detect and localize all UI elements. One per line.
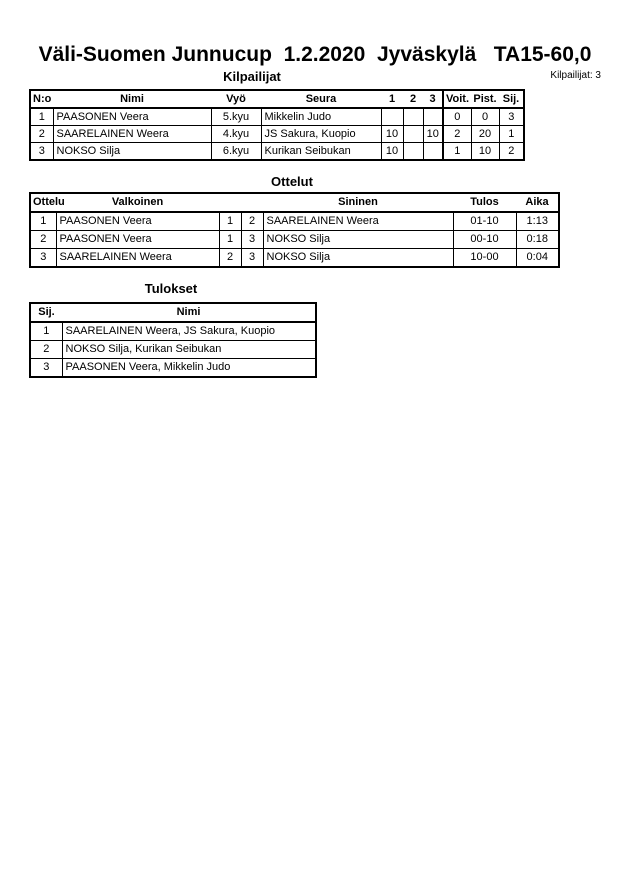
cell-competitor: PAASONEN Veera, Mikkelin Judo xyxy=(61,358,317,378)
table-row: 2 NOKSO Silja, Kurikan Seibukan xyxy=(29,340,317,359)
col-header-sij: Sij. xyxy=(499,90,524,109)
header-row: Sij. Nimi xyxy=(30,303,316,323)
cell-pist: 0 xyxy=(470,107,500,126)
cell-place: 3 xyxy=(29,358,63,378)
cell-nimi: SAARELAINEN Weera xyxy=(52,125,212,143)
cell-white-no: 2 xyxy=(218,248,242,268)
table-row: 2 SAARELAINEN Weera 4.kyu JS Sakura, Kuo… xyxy=(29,125,525,143)
cell-score-1: 10 xyxy=(380,125,404,143)
cell-sij: 1 xyxy=(498,125,525,143)
col-header-1: 1 xyxy=(381,90,403,109)
cell-voit: 2 xyxy=(442,125,472,143)
cell-score-1 xyxy=(380,107,404,126)
cell-score-3 xyxy=(422,107,444,126)
cell-sij: 3 xyxy=(498,107,525,126)
cell-score-1: 10 xyxy=(380,142,404,161)
col-header-tulos: Tulos xyxy=(453,193,516,213)
cell-time: 1:13 xyxy=(515,211,560,231)
cell-voit: 0 xyxy=(442,107,472,126)
table-row: 3 PAASONEN Veera, Mikkelin Judo xyxy=(29,358,317,378)
cell-nimi: PAASONEN Veera xyxy=(52,107,212,126)
table-row: 1 PAASONEN Veera 1 2 SAARELAINEN Weera 0… xyxy=(29,211,560,231)
section-title-ottelut: Ottelut xyxy=(271,174,313,189)
cell-blue-name: NOKSO Silja xyxy=(262,248,454,268)
cell-place: 2 xyxy=(29,340,63,359)
cell-blue-no: 3 xyxy=(240,248,264,268)
header-row: N:o Nimi Vyö Seura 1 2 3 Voit. Pist. Sij… xyxy=(30,90,524,109)
cell-result: 10-00 xyxy=(452,248,517,268)
col-header-sininen: Sininen xyxy=(263,193,453,213)
competitors-table: N:o Nimi Vyö Seura 1 2 3 Voit. Pist. Sij… xyxy=(29,89,525,161)
cell-score-3: 10 xyxy=(422,125,444,143)
cell-result: 00-10 xyxy=(452,230,517,249)
table-row: 1 PAASONEN Veera 5.kyu Mikkelin Judo 0 0… xyxy=(29,107,525,126)
cell-competitor: NOKSO Silja, Kurikan Seibukan xyxy=(61,340,317,359)
cell-time: 0:18 xyxy=(515,230,560,249)
col-header-voit: Voit. xyxy=(442,90,471,109)
cell-no: 1 xyxy=(29,107,54,126)
cell-pist: 20 xyxy=(470,125,500,143)
cell-white-name: SAARELAINEN Weera xyxy=(55,248,220,268)
cell-blue-name: NOKSO Silja xyxy=(262,230,454,249)
cell-pist: 10 xyxy=(470,142,500,161)
results-table: Sij. Nimi 1 SAARELAINEN Weera, JS Sakura… xyxy=(29,302,317,378)
page-title: Väli-Suomen Junnucup 1.2.2020 Jyväskylä … xyxy=(38,43,592,66)
col-header-nimi: Nimi xyxy=(62,303,316,323)
cell-no: 2 xyxy=(29,125,54,143)
table-row: 2 PAASONEN Veera 1 3 NOKSO Silja 00-10 0… xyxy=(29,230,560,249)
col-header-seura: Seura xyxy=(261,90,381,109)
competitors-count: Kilpailijat: 3 xyxy=(550,70,601,81)
cell-blue-no: 3 xyxy=(240,230,264,249)
col-header-no: N:o xyxy=(30,90,53,109)
col-header-nimi: Nimi xyxy=(53,90,211,109)
cell-white-name: PAASONEN Veera xyxy=(55,211,220,231)
cell-seura: Kurikan Seibukan xyxy=(260,142,382,161)
cell-match-no: 2 xyxy=(29,230,57,249)
cell-time: 0:04 xyxy=(515,248,560,268)
cell-score-2 xyxy=(402,107,424,126)
cell-white-no: 1 xyxy=(218,211,242,231)
col-header-pist: Pist. xyxy=(471,90,499,109)
cell-seura: JS Sakura, Kuopio xyxy=(260,125,382,143)
cell-competitor: SAARELAINEN Weera, JS Sakura, Kuopio xyxy=(61,321,317,341)
col-header-valkoinen: Valkoinen xyxy=(56,193,219,213)
col-header-blue-no xyxy=(241,193,263,213)
col-header-vyo: Vyö xyxy=(211,90,261,109)
col-header-ottelu: Ottelu xyxy=(30,193,65,213)
cell-white-no: 1 xyxy=(218,230,242,249)
section-title-kilpailijat: Kilpailijat xyxy=(223,69,281,84)
matches-table: Ottelu Valkoinen Sininen Tulos Aika 1 PA… xyxy=(29,192,560,268)
cell-result: 01-10 xyxy=(452,211,517,231)
col-header-sij: Sij. xyxy=(30,303,62,323)
cell-voit: 1 xyxy=(442,142,472,161)
cell-white-name: PAASONEN Veera xyxy=(55,230,220,249)
cell-score-3 xyxy=(422,142,444,161)
col-header-aika: Aika xyxy=(516,193,559,213)
table-row: 3 NOKSO Silja 6.kyu Kurikan Seibukan 10 … xyxy=(29,142,525,161)
cell-blue-name: SAARELAINEN Weera xyxy=(262,211,454,231)
cell-no: 3 xyxy=(29,142,54,161)
cell-nimi: NOKSO Silja xyxy=(52,142,212,161)
cell-blue-no: 2 xyxy=(240,211,264,231)
cell-vyo: 6.kyu xyxy=(210,142,262,161)
col-header-white-no xyxy=(219,193,241,213)
cell-place: 1 xyxy=(29,321,63,341)
cell-match-no: 3 xyxy=(29,248,57,268)
col-header-2: 2 xyxy=(403,90,423,109)
cell-match-no: 1 xyxy=(29,211,57,231)
table-row: 1 SAARELAINEN Weera, JS Sakura, Kuopio xyxy=(29,321,317,341)
cell-seura: Mikkelin Judo xyxy=(260,107,382,126)
cell-sij: 2 xyxy=(498,142,525,161)
section-title-tulokset: Tulokset xyxy=(144,281,198,296)
cell-score-2 xyxy=(402,125,424,143)
header-row: Ottelu Valkoinen Sininen Tulos Aika xyxy=(30,193,559,213)
table-row: 3 SAARELAINEN Weera 2 3 NOKSO Silja 10-0… xyxy=(29,248,560,268)
cell-score-2 xyxy=(402,142,424,161)
cell-vyo: 5.kyu xyxy=(210,107,262,126)
col-header-3: 3 xyxy=(423,90,443,109)
cell-vyo: 4.kyu xyxy=(210,125,262,143)
